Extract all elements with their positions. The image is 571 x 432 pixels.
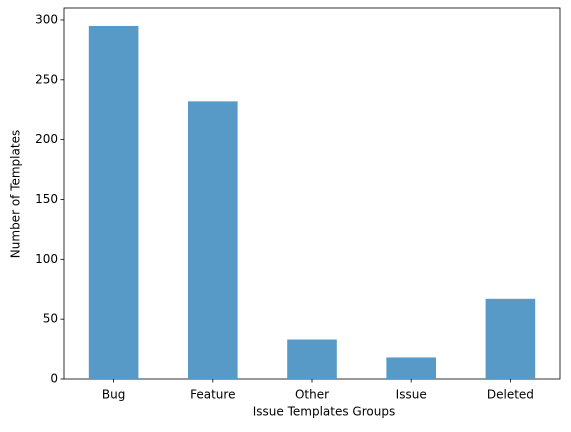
- bar: [188, 101, 238, 379]
- bar: [287, 339, 337, 379]
- x-tick-label: Bug: [102, 388, 125, 402]
- x-tick-label: Issue: [396, 388, 427, 402]
- x-tick-label: Other: [295, 388, 329, 402]
- y-axis-label: Number of Templates: [9, 130, 23, 258]
- y-tick-label: 150: [35, 192, 58, 206]
- y-tick-label: 250: [35, 72, 58, 86]
- y-tick-label: 50: [43, 312, 58, 326]
- y-tick-label: 300: [35, 12, 58, 26]
- x-tick-label: Deleted: [487, 388, 534, 402]
- bar: [386, 357, 436, 379]
- bar: [88, 25, 139, 380]
- y-tick-label: 100: [35, 252, 58, 266]
- x-axis-label: Issue Templates Groups: [253, 405, 395, 419]
- x-tick-label: Feature: [190, 388, 235, 402]
- y-tick-label: 200: [35, 132, 58, 146]
- bar: [485, 298, 536, 379]
- y-tick-label: 0: [50, 372, 58, 386]
